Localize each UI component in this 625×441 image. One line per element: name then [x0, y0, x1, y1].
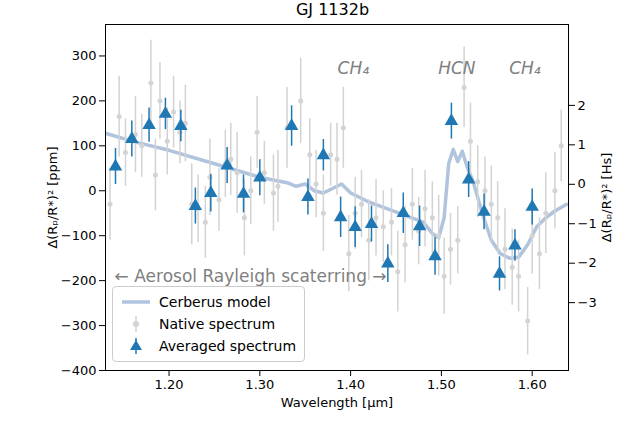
- svg-text:−1: −1: [578, 216, 597, 231]
- svg-text:−300: −300: [61, 318, 97, 333]
- svg-text:100: 100: [72, 138, 97, 153]
- svg-text:2: 2: [578, 98, 586, 113]
- svg-text:300: 300: [72, 48, 97, 63]
- svg-text:−3: −3: [578, 295, 597, 310]
- svg-text:200: 200: [72, 93, 97, 108]
- html-text:Cerberus model: Cerberus model: [159, 294, 271, 310]
- svg-text:CH₄: CH₄: [509, 58, 541, 78]
- html-text:Averaged spectrum: Averaged spectrum: [159, 338, 297, 354]
- svg-text:Δ(Rₚ/R*)² [ppm]: Δ(Rₚ/R*)² [ppm]: [45, 146, 60, 248]
- svg-text:Wavelength [μm]: Wavelength [μm]: [281, 395, 393, 410]
- html-text:Native spectrum: Native spectrum: [159, 316, 275, 332]
- svg-text:1.60: 1.60: [518, 377, 547, 392]
- svg-text:1.20: 1.20: [155, 377, 184, 392]
- svg-text:−200: −200: [61, 273, 97, 288]
- svg-text:1.30: 1.30: [245, 377, 274, 392]
- svg-text:HCN: HCN: [438, 58, 476, 78]
- svg-text:−2: −2: [578, 255, 597, 270]
- html-text:GJ 1132b: GJ 1132b: [296, 0, 369, 19]
- svg-text:1: 1: [578, 137, 586, 152]
- svg-text:0: 0: [578, 176, 586, 191]
- svg-text:1.40: 1.40: [336, 377, 365, 392]
- svg-text:1.50: 1.50: [427, 377, 456, 392]
- svg-text:−100: −100: [61, 228, 97, 243]
- svg-text:0: 0: [88, 183, 96, 198]
- svg-text:← Aerosol Rayleigh scaterring: ← Aerosol Rayleigh scaterring →: [115, 266, 387, 286]
- svg-text:CH₄: CH₄: [338, 58, 370, 78]
- svg-text:Δ(Rₚ/R*)² [Hs]: Δ(Rₚ/R*)² [Hs]: [599, 153, 614, 243]
- svg-text:−400: −400: [61, 363, 97, 378]
